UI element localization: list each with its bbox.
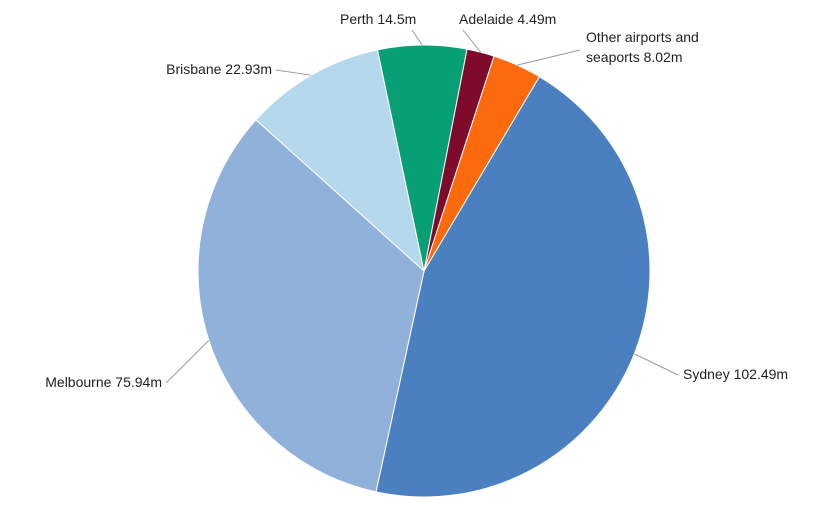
pie-slice — [255, 49, 425, 273]
pie-slice — [375, 75, 651, 498]
slice-value-label: 102.49m — [733, 366, 789, 382]
slice-category: Sydney — [683, 366, 730, 382]
slice-value-label: 4.49m — [517, 11, 557, 27]
leader-line — [411, 29, 423, 46]
slice-label: Melbourne 75.94m — [45, 372, 162, 392]
leader-line — [165, 340, 210, 384]
slice-label: Sydney 102.49m — [683, 364, 788, 384]
slice-category: Melbourne — [45, 374, 112, 390]
pie-slice — [197, 119, 425, 493]
slice-category: Brisbane — [166, 61, 222, 77]
slice-value-label: 8.02m — [643, 49, 683, 65]
slice-value-label: 14.5m — [377, 11, 417, 27]
slice-label: Adelaide 4.49m — [459, 9, 556, 29]
slice-category: Other airports and seaports — [586, 29, 699, 65]
slice-category: Adelaide — [459, 11, 514, 27]
leader-line — [517, 49, 581, 66]
slice-label: Brisbane 22.93m — [166, 59, 272, 79]
slice-label: Perth 14.5m — [340, 9, 416, 29]
leader-line — [462, 29, 482, 53]
slice-label: Other airports and seaports 8.02m — [586, 27, 736, 67]
leader-line — [275, 69, 312, 76]
leader-line — [634, 353, 679, 376]
slice-value-label: 75.94m — [115, 374, 162, 390]
slice-category: Perth — [340, 11, 374, 27]
slice-value-label: 22.93m — [225, 61, 272, 77]
